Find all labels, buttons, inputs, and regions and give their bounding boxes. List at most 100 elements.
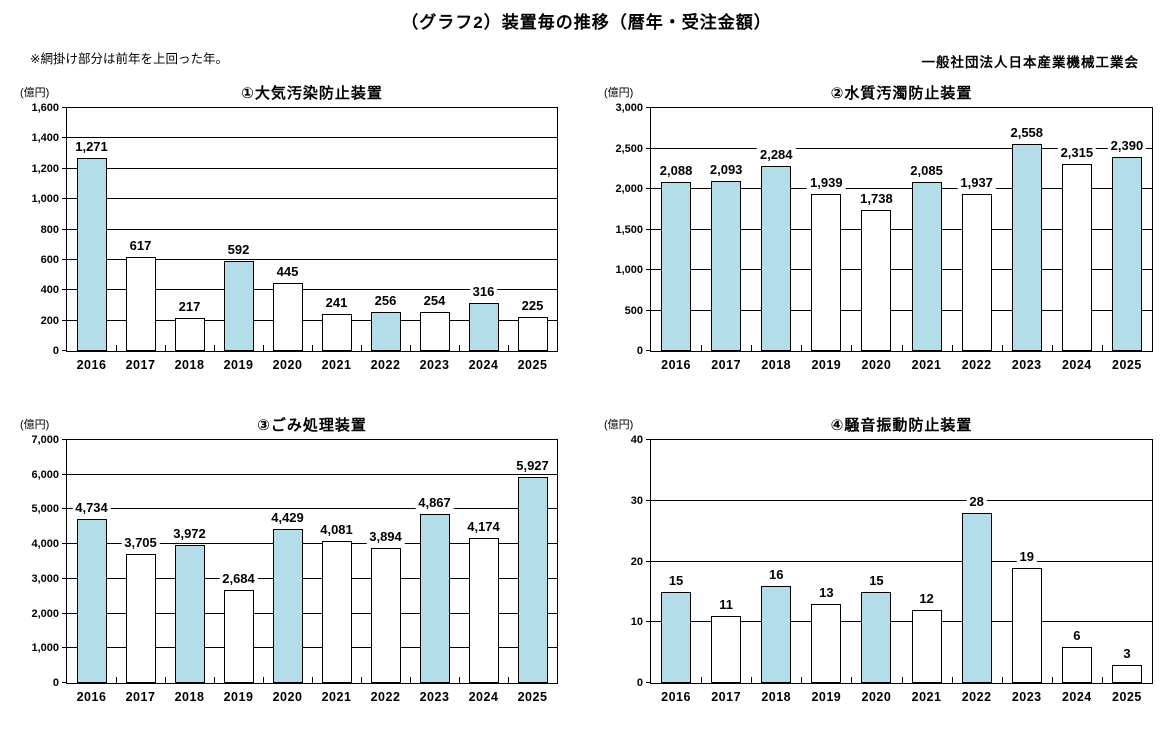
bar-2020: [861, 210, 892, 351]
category-axis-tick: [1001, 345, 1003, 351]
x-tick-label: 2022: [961, 690, 992, 704]
y-axis-tick: [62, 167, 67, 169]
bar-value-label: 11: [716, 597, 737, 613]
plot-area: 0 200 400 600 800 1,000 1,200 1,400 1,600 1,271 20…: [31, 102, 558, 372]
x-tick-label: 2017: [125, 690, 156, 704]
gridline: [67, 258, 557, 260]
y-axis-tick: [62, 473, 67, 475]
y-axis-tick: [646, 188, 651, 190]
gridline: [67, 319, 557, 321]
bar-value-label: 4,174: [464, 519, 503, 535]
bar-2018: [174, 318, 205, 351]
bar-2025: [517, 316, 548, 351]
bar-value-label: 2,315: [1057, 144, 1097, 160]
bar-value-label: 241: [322, 295, 351, 311]
x-tick-label: 2016: [661, 358, 691, 372]
category-axis-tick: [801, 345, 803, 351]
y-axis-tick: [62, 439, 67, 440]
y-tick-label: 1,500: [615, 223, 643, 236]
category-axis-tick: [508, 345, 509, 351]
y-axis-tick: [646, 499, 651, 501]
bar-value-label: 4,429: [268, 510, 307, 526]
bar-value-label: 2,085: [907, 163, 946, 179]
category-axis-tick: [801, 677, 803, 683]
gridline: [67, 577, 557, 579]
category-axis-tick: [459, 677, 460, 683]
chart-title: ③ごみ処理装置: [257, 417, 367, 434]
bar-value-label: 617: [126, 238, 155, 254]
bar-2021: [911, 610, 942, 683]
bar-value-label: 2,684: [219, 570, 258, 586]
bar-2022: [961, 512, 992, 683]
y-tick-label: 1,600: [31, 102, 59, 114]
plot-area: 0 1,000 2,000 3,000 4,000 5,000 6,000 7,000 4,73…: [31, 434, 558, 704]
y-tick-label: 1,200: [31, 162, 59, 175]
gridline: [67, 198, 557, 200]
y-tick-label: 4,000: [31, 538, 59, 551]
bar-2020: [272, 529, 303, 683]
y-tick-label: 6,000: [31, 468, 59, 481]
gridline: [67, 289, 557, 291]
chart-title: ②水質汚濁防止装置: [830, 85, 973, 102]
category-axis-tick: [901, 345, 903, 351]
y-tick-label: 1,000: [615, 264, 643, 277]
bar-value-label: 3,894: [366, 528, 405, 544]
y-tick-label: 800: [40, 223, 59, 236]
bar-2017: [711, 616, 742, 683]
x-tick-label: 2025: [1112, 358, 1142, 372]
bar-2025: [1111, 157, 1142, 351]
category-axis-tick: [459, 345, 460, 351]
x-tick-label: 2019: [811, 690, 842, 704]
category-axis-tick: [361, 345, 362, 351]
chart-title: ④騒音振動防止装置: [830, 417, 973, 434]
category-axis-tick: [1101, 677, 1103, 683]
bar-2021: [911, 182, 942, 351]
y-tick-label: 600: [40, 253, 59, 266]
y-tick-label: 40: [630, 434, 643, 446]
bar-2016: [661, 181, 692, 351]
bar-value-label: 19: [1016, 548, 1037, 564]
y-axis-tick: [646, 269, 651, 271]
y-axis-tick: [62, 577, 67, 579]
bar-value-label: 2,390: [1107, 138, 1147, 154]
y-tick-label: 3,000: [31, 572, 59, 585]
bar-2024: [1061, 163, 1092, 351]
bar-value-label: 2,088: [656, 162, 696, 178]
gridline: [651, 499, 1152, 501]
gridline: [651, 621, 1152, 623]
gridline: [651, 560, 1152, 562]
y-axis-tick: [62, 350, 67, 351]
y-axis-tick: [62, 107, 67, 108]
bar-value-label: 1,937: [957, 175, 996, 191]
x-tick-label: 2017: [711, 690, 742, 704]
y-axis-tick: [646, 350, 651, 351]
x-tick-label: 2025: [517, 358, 548, 372]
x-tick-label: 2021: [321, 358, 352, 372]
x-tick-label: 2017: [711, 358, 742, 372]
unit-label: (億円): [20, 87, 50, 99]
x-tick-label: 2024: [1061, 690, 1092, 704]
category-axis-tick: [116, 677, 117, 683]
y-axis-tick: [62, 228, 67, 230]
x-tick-label: 2018: [174, 690, 205, 704]
y-axis-tick: [62, 198, 67, 200]
bar-2021: [321, 541, 352, 683]
unit-label: (億円): [20, 419, 50, 431]
x-tick-label: 2023: [419, 358, 450, 372]
gridline: [67, 612, 557, 614]
category-axis-tick: [901, 677, 903, 683]
gridline: [651, 309, 1152, 311]
y-tick-label: 2,000: [31, 607, 59, 620]
bar-value-label: 445: [273, 264, 302, 280]
unit-label: (億円): [604, 419, 634, 431]
plot-area: 0 10 20 30 40 15 2016 11 2017 16 2018 13 2019 15 2020 1…: [631, 434, 1153, 704]
y-tick-label: 10: [630, 616, 643, 629]
chart-noise-vibration: (億円) ④騒音振動防止装置 0 10 20 30 40 15 2016 11 2017 16 20…: [592, 412, 1165, 730]
category-axis-tick: [312, 345, 313, 351]
y-axis-tick: [62, 258, 67, 260]
y-tick-label: 5,000: [31, 503, 59, 516]
category-axis-tick: [410, 345, 411, 351]
bar-2022: [961, 194, 992, 351]
organization-name: 一般社団法人日本産業機械工業会: [921, 55, 1139, 70]
y-tick-label: 1,000: [31, 193, 59, 206]
